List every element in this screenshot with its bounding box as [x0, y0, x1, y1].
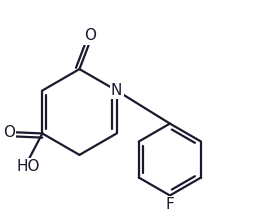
Text: O: O: [3, 125, 15, 140]
Text: HO: HO: [17, 159, 40, 174]
Text: O: O: [84, 28, 96, 43]
Text: N: N: [111, 83, 122, 98]
Text: F: F: [166, 197, 174, 212]
